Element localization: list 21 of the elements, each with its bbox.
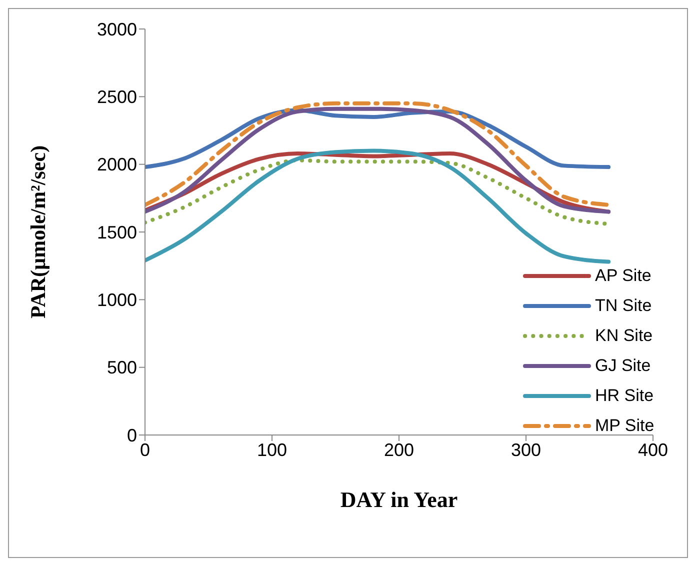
y-tick-label: 3000 (96, 19, 137, 40)
y-tick-label: 1500 (96, 222, 137, 242)
legend-label: TN Site (595, 296, 652, 316)
legend-label: KN Site (595, 326, 653, 346)
legend-label: MP Site (595, 416, 654, 436)
line-series (145, 148, 611, 264)
x-tick-label: 100 (256, 440, 288, 460)
y-tick-label: 2000 (96, 154, 137, 175)
x-axis-title: DAY in Year (340, 487, 458, 512)
y-tick-label: 1000 (96, 290, 137, 310)
x-tick-label: 400 (638, 440, 668, 460)
y-tick-label: 2500 (96, 87, 137, 108)
legend-label: HR Site (595, 386, 654, 406)
legend-label: GJ Site (595, 356, 651, 376)
y-tick-label: 500 (106, 358, 137, 378)
x-tick-label: 300 (510, 440, 542, 460)
y-axis-title: PAR(µmole/m²/sec) (26, 145, 50, 319)
x-tick-label: 200 (384, 440, 414, 460)
legend-label: AP Site (595, 266, 652, 286)
y-tick-label: 0 (126, 425, 137, 446)
x-tick-label: 0 (140, 440, 150, 460)
